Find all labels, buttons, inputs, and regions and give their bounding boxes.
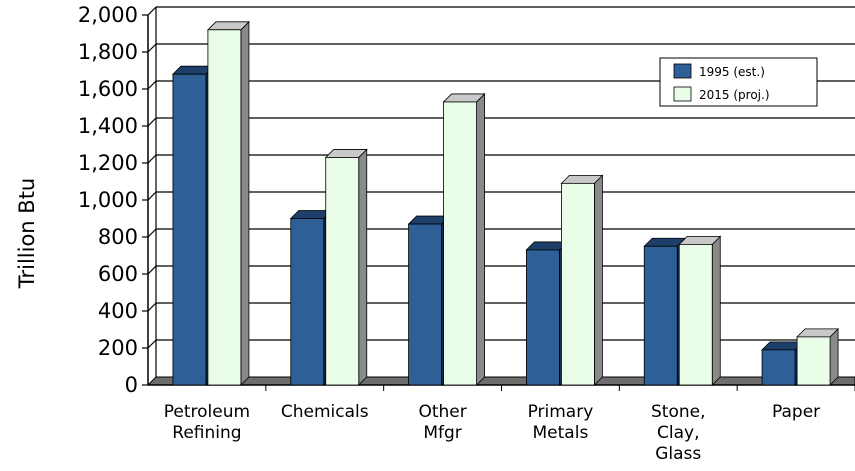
x-tick-label-line: Other <box>418 402 466 422</box>
x-tick-label-line: Clay, <box>657 423 699 443</box>
bar-side <box>476 92 485 386</box>
legend-swatch-1995 <box>673 63 692 79</box>
gridline-corner <box>147 117 157 127</box>
gridline-corner <box>147 6 157 16</box>
x-tick-label: Primary Metals <box>528 402 594 443</box>
x-tick-label-line: Stone, <box>651 402 706 422</box>
y-tick-label: 600 <box>98 262 138 286</box>
bar-front <box>561 182 595 386</box>
gridline-corner <box>147 43 157 53</box>
gridline-corner <box>147 265 157 275</box>
x-tick-label-line: Primary <box>528 402 594 422</box>
bar-front <box>643 245 678 386</box>
bar-side <box>594 174 603 386</box>
legend-label-1995: 1995 (est.) <box>699 65 765 79</box>
bar-front <box>761 349 796 386</box>
y-tick-label: 800 <box>98 225 138 249</box>
gridline-corner <box>147 228 157 238</box>
x-tick-label-line: Mfgr <box>423 423 461 443</box>
y-tick-label: 200 <box>98 336 138 360</box>
x-tick-label-line: Metals <box>533 423 589 443</box>
x-tick-label-line: Glass <box>655 444 701 464</box>
x-tick-label: Stone, Clay, Glass <box>651 402 706 464</box>
bar-front <box>408 223 442 386</box>
x-tick-label: Chemicals <box>281 402 369 422</box>
x-tick-labels: Petroleum Refining Chemicals Other Mfgr Prima… <box>164 402 820 464</box>
gridline-corner <box>147 302 157 312</box>
bar-front <box>325 157 360 386</box>
y-axis-label: Trillion Btu <box>15 178 39 290</box>
y-tick-labels: 0 200 400 600 800 1,000 1,200 1,400 1,600 1,800 2,… <box>78 3 138 397</box>
x-tick-label: Petroleum Refining <box>164 402 250 443</box>
x-tick-label: Paper <box>772 402 820 422</box>
y-tick-label: 0 <box>125 373 138 397</box>
y-tick-label: 400 <box>98 299 138 323</box>
y-tick-label: 2,000 <box>78 3 138 27</box>
legend-swatch-2015 <box>673 86 692 102</box>
bar <box>560 174 604 386</box>
chart-floor <box>146 376 855 386</box>
bar-front <box>796 336 831 386</box>
x-tick-label-line: Petroleum <box>164 402 250 422</box>
legend: 1995 (est.) 2015 (proj.) <box>659 57 818 107</box>
gridline-corner <box>147 80 157 90</box>
x-tick-label: Other Mfgr <box>418 402 466 443</box>
bar-front <box>443 101 477 386</box>
bar-front <box>526 249 560 386</box>
bar-side <box>829 327 839 386</box>
bar-front <box>207 29 242 386</box>
bar-front <box>678 243 713 386</box>
gridline-corner <box>147 339 157 349</box>
x-tick-label-line: Chemicals <box>281 402 369 422</box>
bar-side <box>240 20 250 386</box>
y-tick-label: 1,600 <box>78 77 138 101</box>
bar <box>796 327 840 386</box>
gridline-corner <box>147 154 157 164</box>
bar <box>442 92 486 386</box>
gridline-corner <box>147 191 157 201</box>
y-tick-label: 1,000 <box>78 188 138 212</box>
bar <box>171 65 215 386</box>
y-tick-label: 1,800 <box>78 40 138 64</box>
bars <box>171 20 840 386</box>
bar-side <box>711 235 721 386</box>
y-tick-label: 1,400 <box>78 114 138 138</box>
legend-label-2015: 2015 (proj.) <box>699 88 770 102</box>
x-tick-label-line: Paper <box>772 402 820 422</box>
bar-front <box>290 218 325 386</box>
bar <box>206 20 250 386</box>
bar <box>324 148 368 386</box>
bar <box>678 235 722 386</box>
bar-side <box>358 148 368 386</box>
bar-front <box>172 73 207 386</box>
y-tick-label: 1,200 <box>78 151 138 175</box>
x-tick-label-line: Refining <box>172 423 241 443</box>
